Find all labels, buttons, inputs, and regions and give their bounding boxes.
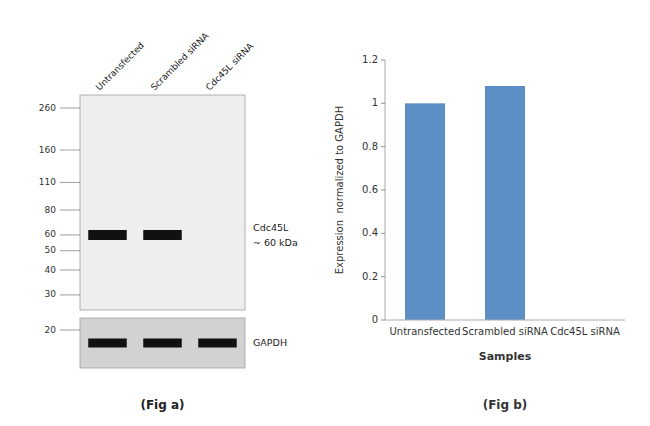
marker-label: 160: [39, 145, 56, 155]
y-tick-label: 0.6: [362, 184, 378, 195]
annotation: GAPDH: [253, 337, 287, 348]
marker-tick: [60, 182, 80, 183]
protein-band: [88, 230, 127, 240]
y-tick: [381, 190, 385, 191]
y-tick: [381, 103, 385, 104]
lane-label: Untransfected: [94, 40, 146, 92]
x-tick-label: Scrambled siRNA: [462, 326, 548, 337]
marker-label: 110: [39, 177, 56, 187]
bars: [405, 86, 525, 320]
x-axis-line: [385, 320, 625, 321]
y-tick: [381, 320, 385, 321]
marker-label: 60: [45, 229, 57, 239]
marker-tick: [60, 108, 80, 109]
blot-panel: 260 160 110 80 60 50 40 30 20 UntransfectedScramb…: [39, 30, 298, 411]
marker-tick: [60, 294, 80, 295]
protein-band: [143, 230, 182, 240]
marker-tick: [60, 150, 80, 151]
y-tick: [381, 276, 385, 277]
marker-tick: [60, 234, 80, 235]
y-tick-label: 0: [372, 314, 378, 325]
blot-membrane: [80, 95, 245, 310]
gapdh-band: [143, 339, 182, 348]
y-tick-label: 0.8: [362, 141, 378, 152]
y-tick: [381, 146, 385, 147]
gapdh-band: [88, 339, 127, 348]
x-axis-label: Samples: [479, 350, 532, 363]
y-tick-label: 1.2: [362, 54, 378, 65]
marker-tick: [60, 330, 80, 331]
figure: 260160110806050403020UntransfectedScramb…: [0, 0, 650, 426]
marker-tick: [60, 270, 80, 271]
annotation: (Fig a): [140, 398, 184, 412]
annotation: ~ 60 kDa: [253, 237, 298, 248]
annotation: Cdc45L: [253, 222, 289, 233]
bar: [485, 86, 525, 320]
bar-panel: 0 0.2 0.4 0.6 0.8 1 1.2 UntransfectedScrambled …: [334, 54, 625, 412]
gapdh-band: [198, 339, 237, 348]
gapdh-membrane: [80, 318, 245, 368]
marker-label: 80: [45, 205, 57, 215]
y-tick: [381, 60, 385, 61]
marker-label: 20: [45, 325, 57, 335]
marker-tick: [60, 210, 80, 211]
marker-tick: [60, 250, 80, 251]
x-tick-label: Cdc45L siRNA: [550, 326, 620, 337]
y-tick: [381, 233, 385, 234]
marker-label: 50: [45, 245, 57, 255]
lane-label: Cdc45L siRNA: [204, 40, 256, 92]
y-tick-label: 1: [372, 97, 378, 108]
bar: [405, 103, 445, 320]
annotation: (Fig b): [483, 398, 528, 412]
y-tick-label: 0.2: [362, 271, 378, 282]
y-axis-label: Expression normalized to GAPDH: [334, 106, 345, 274]
x-tick-label: Untransfected: [390, 326, 461, 337]
marker-label: 30: [45, 289, 57, 299]
marker-label: 260: [39, 103, 56, 113]
lane-label: Scrambled siRNA: [149, 30, 211, 92]
marker-label: 40: [45, 265, 57, 275]
y-tick-label: 0.4: [362, 227, 378, 238]
